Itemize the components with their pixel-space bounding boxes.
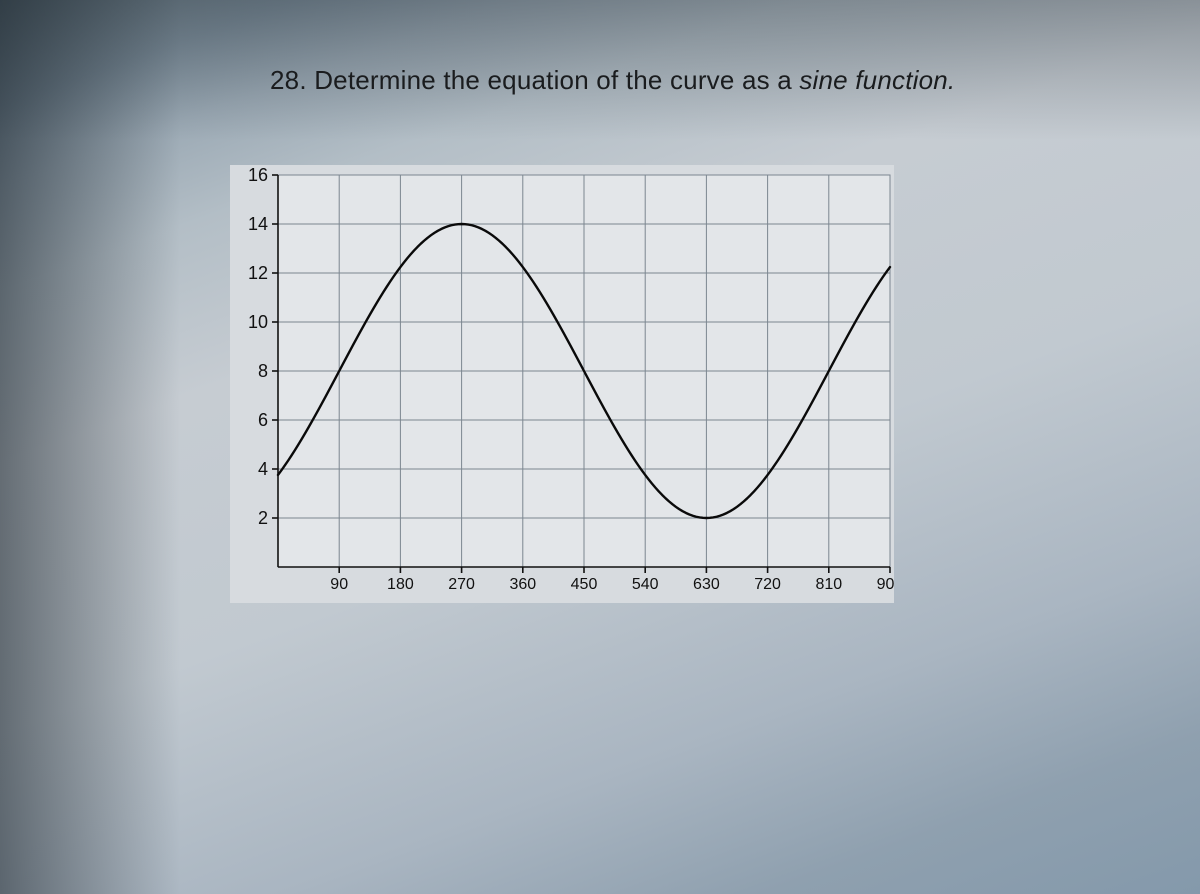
y-tick-label: 2 bbox=[258, 508, 268, 528]
x-tick-label: 540 bbox=[632, 576, 659, 593]
photo-backdrop: 28. Determine the equation of the curve … bbox=[0, 0, 1200, 894]
x-tick-label: 90 bbox=[330, 576, 348, 593]
x-tick-label: 270 bbox=[448, 576, 475, 593]
x-tick-label: 900 bbox=[877, 576, 894, 593]
x-tick-label: 360 bbox=[509, 576, 536, 593]
y-tick-label: 4 bbox=[258, 459, 268, 479]
x-tick-label: 630 bbox=[693, 576, 720, 593]
x-tick-label: 810 bbox=[815, 576, 842, 593]
x-tick-label: 180 bbox=[387, 576, 414, 593]
y-tick-label: 14 bbox=[248, 214, 268, 234]
y-tick-label: 12 bbox=[248, 263, 268, 283]
chart-container: 2468101214169018027036045054063072081090… bbox=[230, 165, 894, 603]
question-text: 28. Determine the equation of the curve … bbox=[270, 65, 955, 96]
y-tick-label: 16 bbox=[248, 165, 268, 185]
y-tick-label: 10 bbox=[248, 312, 268, 332]
question-emphasis: sine function. bbox=[799, 65, 955, 95]
question-number: 28. bbox=[270, 65, 307, 95]
vignette-left bbox=[0, 0, 180, 894]
content-panel: 28. Determine the equation of the curve … bbox=[170, 0, 1200, 894]
x-tick-label: 720 bbox=[754, 576, 781, 593]
question-body: Determine the equation of the curve as a bbox=[314, 65, 799, 95]
y-tick-label: 8 bbox=[258, 361, 268, 381]
y-tick-label: 6 bbox=[258, 410, 268, 430]
x-tick-label: 450 bbox=[571, 576, 598, 593]
sine-chart: 2468101214169018027036045054063072081090… bbox=[230, 165, 894, 603]
